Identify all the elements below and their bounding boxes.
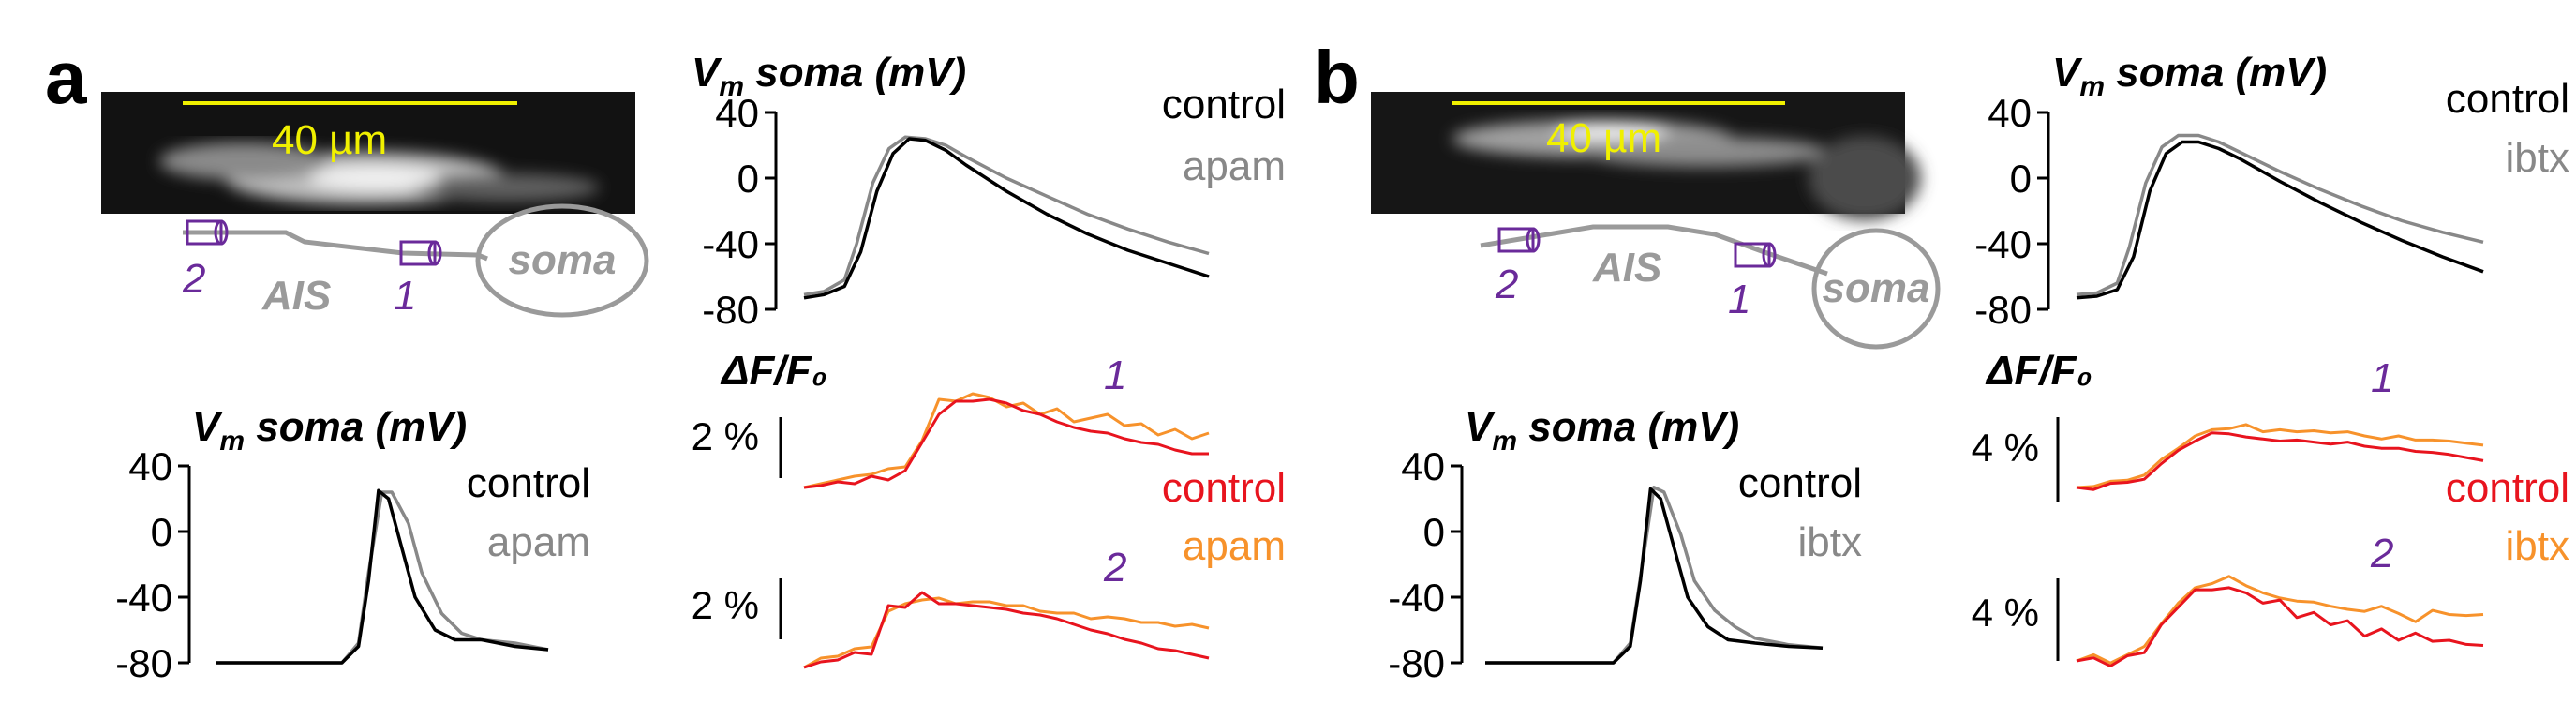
- a-vm-zoom-legend-control: control: [1162, 82, 1286, 127]
- a-vm-long-series-apam: [216, 490, 549, 665]
- b-vm-long-title: Vm soma (mV): [1465, 404, 1739, 457]
- a-dff-1-chart: ΔF/F₀ 2 % 1 control apam: [692, 348, 1286, 569]
- recording-site-2-icon: [1497, 227, 1541, 253]
- b-vm-long-chart: Vm soma (mV) 40 0 -40 -80 control ibtx: [1388, 404, 1862, 685]
- b-vm-long-legend-ibtx: ibtx: [1798, 519, 1862, 565]
- b-vm-zoom-y-tick-label: 0: [2010, 157, 2032, 201]
- a-vm-long-legend-apam: apam: [487, 519, 590, 565]
- b-vm-long-y-tick-label: -40: [1388, 576, 1445, 620]
- a-vm-long-legend-control: control: [467, 460, 590, 506]
- a-vm-long-series-control: [216, 488, 549, 665]
- a-vm-long-y-tick-label: 40: [128, 444, 172, 488]
- axon-schematic-b: 2 1 AIS soma: [1480, 224, 1941, 350]
- site-label-1-b: 1: [1728, 277, 1750, 322]
- a-vm-zoom-y-tick-label: -80: [702, 288, 759, 332]
- a-dff-1-series-apam: [803, 392, 1210, 489]
- site-label-2-a: 2: [182, 256, 205, 302]
- a-dff-2-scale-label: 2 %: [692, 583, 759, 627]
- b-dff-1-chart: ΔF/F₀ 4 % 1 control ibtx: [1972, 348, 2569, 569]
- b-vm-zoom-series-ibtx: [2076, 133, 2484, 297]
- a-dff-2-chart: 2 % 2: [692, 545, 1210, 669]
- b-vm-long-series-ibtx: [1485, 486, 1824, 665]
- b-dff-1-series-ibtx: [2076, 423, 2484, 489]
- a-dff-2-series-apam: [803, 596, 1210, 669]
- a-vm-long-y-tick-label: -40: [115, 576, 172, 620]
- b-dff-2-series-control: [2076, 586, 2484, 667]
- a-dff-1-legend-control: control: [1162, 465, 1286, 511]
- a-dff-1-legend-apam: apam: [1183, 523, 1286, 569]
- a-vm-zoom-series-apam: [803, 135, 1210, 297]
- soma-label-b: soma: [1823, 265, 1930, 311]
- a-vm-long-chart: Vm soma (mV) 40 0 -40 -80 control apam: [115, 404, 590, 685]
- axon-schematic-a: 2 1 AIS soma: [182, 203, 649, 319]
- a-dff-2-site-label: 2: [1103, 545, 1126, 591]
- b-dff-2-series-ibtx: [2076, 575, 2484, 665]
- scale-label-a: 40 µm: [272, 117, 387, 163]
- a-vm-long-y-tick-label: -80: [115, 641, 172, 685]
- site-label-2-b: 2: [1495, 262, 1518, 307]
- a-vm-zoom-title: Vm soma (mV): [692, 50, 966, 102]
- ais-label-b: AIS: [1592, 245, 1661, 291]
- b-vm-zoom-series-control: [2076, 140, 2484, 300]
- b-vm-zoom-title: Vm soma (mV): [2052, 50, 2327, 102]
- recording-site-1-icon: [399, 240, 442, 266]
- soma-label-a: soma: [509, 237, 617, 283]
- b-dff-1-title: ΔF/F₀: [1985, 348, 2092, 394]
- b-dff-1-legend-ibtx: ibtx: [2506, 523, 2569, 569]
- panel-label-b: b: [1314, 36, 1360, 119]
- ais-label-a: AIS: [261, 273, 331, 319]
- b-vm-long-y-tick-label: 0: [1423, 510, 1445, 554]
- a-dff-1-series-control: [803, 397, 1209, 489]
- b-dff-2-chart: 4 % 2: [1972, 531, 2484, 667]
- b-vm-zoom-legend-control: control: [2446, 76, 2569, 122]
- a-dff-1-title: ΔF/F₀: [720, 348, 827, 394]
- soma-outline-a: [475, 203, 649, 318]
- b-dff-1-scale-label: 4 %: [1972, 426, 2039, 470]
- b-vm-long-series-control: [1485, 487, 1824, 665]
- recording-site-1-icon: [1734, 242, 1777, 268]
- scale-label-b: 40 µm: [1546, 115, 1661, 161]
- b-dff-1-legend-control: control: [2446, 465, 2569, 511]
- b-vm-zoom-y-tick-label: -40: [1974, 222, 2032, 266]
- a-vm-zoom-y-tick-label: 40: [715, 91, 759, 135]
- image-b: 40 µm: [1371, 92, 1921, 220]
- b-vm-zoom-chart: Vm soma (mV) 40 0 -40 -80 control ibtx: [1974, 50, 2569, 332]
- b-dff-1-site-label: 1: [2371, 355, 2393, 401]
- panel-label-a: a: [45, 36, 87, 119]
- b-dff-2-scale-label: 4 %: [1972, 591, 2039, 635]
- a-vm-zoom-y-tick-label: -40: [702, 222, 759, 266]
- a-vm-zoom-series-control: [803, 137, 1210, 300]
- b-vm-zoom-y-tick-label: 40: [1988, 91, 2032, 135]
- a-dff-1-scale-label: 2 %: [692, 414, 759, 458]
- b-vm-long-y-tick-label: 40: [1401, 444, 1445, 488]
- a-vm-zoom-legend-apam: apam: [1183, 143, 1286, 189]
- a-vm-zoom-y-tick-label: 0: [737, 157, 759, 201]
- b-vm-long-legend-control: control: [1738, 460, 1862, 506]
- site-label-1-a: 1: [394, 273, 416, 319]
- b-vm-zoom-legend-ibtx: ibtx: [2506, 135, 2569, 181]
- soma-outline-b: [1811, 228, 1941, 350]
- a-dff-1-site-label: 1: [1104, 352, 1126, 398]
- b-dff-1-series-control: [2076, 431, 2484, 491]
- b-vm-long-y-tick-label: -80: [1388, 641, 1445, 685]
- a-dff-2-series-control: [803, 591, 1210, 669]
- image-a: 40 µm: [101, 92, 635, 214]
- a-vm-long-title: Vm soma (mV): [192, 404, 467, 457]
- recording-site-2-icon: [186, 219, 229, 246]
- a-vm-zoom-chart: Vm soma (mV)40 0 -40 -80 control apam: [692, 50, 1286, 332]
- b-dff-2-site-label: 2: [2370, 531, 2393, 577]
- b-vm-zoom-y-tick-label: -80: [1974, 288, 2032, 332]
- a-vm-long-y-tick-label: 0: [151, 510, 172, 554]
